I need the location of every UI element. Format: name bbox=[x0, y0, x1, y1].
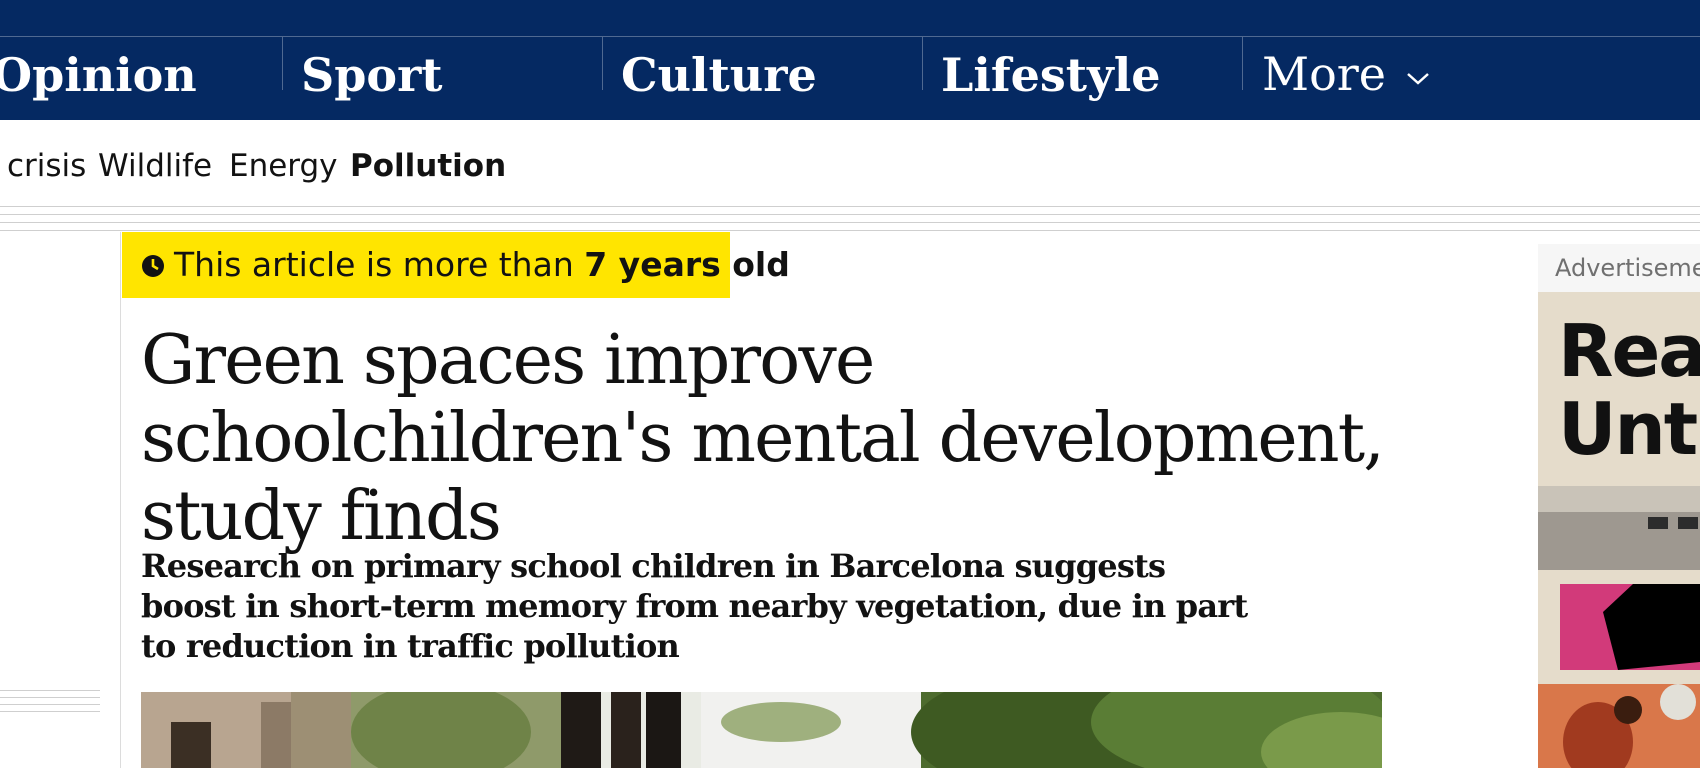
chevron-down-icon bbox=[1406, 73, 1429, 85]
article-standfirst: Research on primary school children in B… bbox=[141, 547, 1248, 665]
age-warning-age: 7 years old bbox=[584, 245, 790, 284]
nav-divider bbox=[1242, 36, 1243, 90]
subnav-item-energy[interactable]: Energy bbox=[229, 148, 338, 184]
ad-headline-line: Rea bbox=[1558, 309, 1700, 393]
subnav-item-pollution[interactable]: Pollution bbox=[350, 148, 507, 184]
sub-navigation: crisis Wildlife Energy Pollution bbox=[0, 120, 1700, 206]
age-warning-text: This article is more than 7 years old bbox=[174, 232, 790, 298]
nav-divider bbox=[602, 36, 603, 90]
advertisement[interactable]: Rea Unt bbox=[1538, 292, 1700, 768]
article-age-warning: This article is more than 7 years old bbox=[122, 232, 790, 298]
nav-pillar-lifestyle[interactable]: Lifestyle bbox=[941, 48, 1161, 102]
article-main-image[interactable] bbox=[141, 692, 1382, 768]
nav-more-button[interactable]: More bbox=[1262, 36, 1431, 120]
divider bbox=[0, 230, 1700, 231]
ad-graphic bbox=[1538, 486, 1700, 768]
left-margin-lines bbox=[0, 690, 100, 718]
nav-pillar-opinion[interactable]: Opinion bbox=[0, 48, 197, 102]
ad-headline: Rea Unt bbox=[1558, 312, 1700, 468]
divider bbox=[0, 222, 1700, 223]
clock-icon bbox=[142, 255, 164, 277]
divider bbox=[0, 206, 1700, 207]
top-navigation: Opinion Sport Culture Lifestyle More bbox=[0, 0, 1700, 120]
article-headline: Green spaces improve schoolchildren's me… bbox=[141, 321, 1385, 556]
main-image-graphic bbox=[141, 692, 1382, 768]
top-nav-strip bbox=[0, 0, 1700, 37]
nav-more-label: More bbox=[1262, 47, 1387, 101]
nav-pillar-culture[interactable]: Culture bbox=[621, 48, 817, 102]
divider bbox=[0, 214, 1700, 215]
nav-pillar-sport[interactable]: Sport bbox=[301, 48, 443, 102]
ad-headline-line: Unt bbox=[1558, 387, 1698, 471]
nav-divider bbox=[282, 36, 283, 90]
age-warning-prefix: This article is more than bbox=[174, 245, 585, 284]
advertisement-label: Advertisement bbox=[1538, 244, 1700, 292]
subnav-item-crisis[interactable]: crisis bbox=[7, 148, 87, 184]
subnav-item-wildlife[interactable]: Wildlife bbox=[98, 148, 213, 184]
column-divider bbox=[120, 232, 121, 768]
nav-divider bbox=[922, 36, 923, 90]
